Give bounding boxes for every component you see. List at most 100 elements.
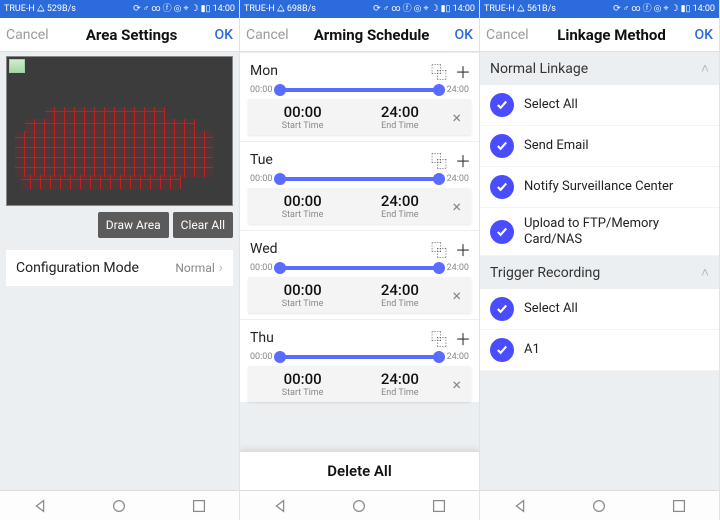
wifi-icon: ⧋: [277, 5, 285, 14]
configuration-mode-row[interactable]: Configuration Mode Normal ›: [6, 250, 233, 286]
start-time[interactable]: 00:00Start Time: [254, 103, 351, 131]
linkage-item[interactable]: Select All: [480, 289, 719, 330]
battery-icon: ▮▯: [441, 5, 451, 14]
nav-recent-button[interactable]: [670, 497, 688, 515]
time-slider[interactable]: 00:00 24:00: [240, 263, 479, 273]
linkage-item[interactable]: Upload to FTP/Memory Card/NAS: [480, 208, 719, 256]
linkage-item[interactable]: Send Email: [480, 126, 719, 167]
battery-icon: ▮▯: [201, 5, 211, 14]
nav-recent-button[interactable]: [190, 497, 208, 515]
copy-icon[interactable]: ⿻: [431, 237, 447, 261]
ok-button[interactable]: OK: [215, 27, 234, 43]
moon-icon: ☽: [431, 5, 439, 14]
copy-icon[interactable]: ⿻: [431, 326, 447, 350]
data-rate: 529B/s: [47, 4, 76, 14]
moon-icon: ☽: [191, 5, 199, 14]
checkbox-checked-icon[interactable]: [490, 175, 514, 199]
android-nav-bar: [240, 490, 479, 520]
section-header[interactable]: Normal Linkage ˄: [480, 52, 719, 85]
data-rate: 561B/s: [527, 4, 556, 14]
start-time[interactable]: 00:00Start Time: [254, 281, 351, 309]
remove-range-button[interactable]: ×: [448, 286, 465, 305]
add-icon[interactable]: ＋: [455, 59, 471, 83]
time-range-card: 00:00Start Time 24:00End Time ×: [248, 277, 471, 313]
end-time[interactable]: 24:00End Time: [351, 192, 448, 220]
remove-range-button[interactable]: ×: [448, 108, 465, 127]
time-slider[interactable]: 00:00 24:00: [240, 352, 479, 362]
add-icon[interactable]: ＋: [455, 148, 471, 172]
linkage-item[interactable]: Select All: [480, 85, 719, 126]
linkage-item[interactable]: Notify Surveillance Center: [480, 167, 719, 208]
nav-home-button[interactable]: [590, 497, 608, 515]
clear-all-button[interactable]: Clear All: [173, 212, 233, 238]
nav-home-button[interactable]: [110, 497, 128, 515]
remove-range-button[interactable]: ×: [448, 197, 465, 216]
carrier-label: TRUE-H: [244, 4, 275, 14]
cancel-button[interactable]: Cancel: [246, 27, 289, 43]
checkbox-checked-icon[interactable]: [490, 220, 514, 244]
nav-back-button[interactable]: [511, 497, 529, 515]
android-nav-bar: [0, 490, 239, 520]
carrier-label: TRUE-H: [4, 4, 35, 14]
day-header: Tue ⿻ ＋: [240, 141, 479, 174]
chevron-up-icon: ˄: [701, 60, 709, 77]
bluetooth-icon: ⌖: [184, 5, 189, 14]
linkage-label: Upload to FTP/Memory Card/NAS: [524, 216, 709, 247]
day-name: Mon: [250, 63, 278, 79]
wifi-icon: ⧋: [37, 5, 45, 14]
motion-region-grid[interactable]: [15, 107, 215, 189]
draw-area-button[interactable]: Draw Area: [98, 212, 169, 238]
day-name: Tue: [250, 152, 273, 168]
add-icon[interactable]: ＋: [455, 326, 471, 350]
add-icon[interactable]: ＋: [455, 237, 471, 261]
gender-icon: ♂: [383, 5, 390, 14]
sync-icon: ⟳: [133, 5, 141, 14]
nav-recent-button[interactable]: [430, 497, 448, 515]
linkage-label: A1: [524, 342, 540, 358]
sync-icon: ⟳: [613, 5, 621, 14]
start-time[interactable]: 00:00Start Time: [254, 370, 351, 398]
config-mode-label: Configuration Mode: [16, 260, 139, 276]
ok-button[interactable]: OK: [455, 27, 474, 43]
wifi-icon: ⧋: [517, 5, 525, 14]
chevron-right-icon: ›: [219, 260, 223, 276]
section-title: Normal Linkage: [490, 61, 588, 77]
vibrate-icon: ◎: [174, 5, 182, 14]
linkage-item[interactable]: A1: [480, 330, 719, 371]
checkbox-checked-icon[interactable]: [490, 297, 514, 321]
config-mode-value: Normal: [175, 261, 214, 275]
delete-all-button[interactable]: Delete All: [240, 451, 479, 490]
checkbox-checked-icon[interactable]: [490, 93, 514, 117]
start-time[interactable]: 00:00Start Time: [254, 192, 351, 220]
android-nav-bar: [480, 490, 719, 520]
checkbox-checked-icon[interactable]: [490, 134, 514, 158]
end-time[interactable]: 24:00End Time: [351, 103, 448, 131]
time-slider[interactable]: 00:00 24:00: [240, 85, 479, 95]
nav-home-button[interactable]: [350, 497, 368, 515]
cancel-button[interactable]: Cancel: [6, 27, 49, 43]
page-title: Area Settings: [86, 26, 177, 44]
end-time[interactable]: 24:00End Time: [351, 370, 448, 398]
remove-range-button[interactable]: ×: [448, 375, 465, 394]
time-slider[interactable]: 00:00 24:00: [240, 174, 479, 184]
nav-back-button[interactable]: [31, 497, 49, 515]
cancel-button[interactable]: Cancel: [486, 27, 529, 43]
slider-start-label: 00:00: [250, 85, 272, 95]
copy-icon[interactable]: ⿻: [431, 148, 447, 172]
section-header[interactable]: Trigger Recording ˄: [480, 256, 719, 289]
time-range-card: 00:00Start Time 24:00End Time ×: [248, 366, 471, 402]
nav-back-button[interactable]: [271, 497, 289, 515]
video-preview[interactable]: [6, 56, 233, 206]
clock-label: 14:00: [693, 4, 715, 14]
time-range-card: 00:00Start Time 24:00End Time ×: [248, 99, 471, 135]
checkbox-checked-icon[interactable]: [490, 338, 514, 362]
copy-icon[interactable]: ⿻: [431, 59, 447, 83]
end-time[interactable]: 24:00End Time: [351, 281, 448, 309]
broken-image-icon: [9, 59, 25, 73]
gender-icon: ♂: [623, 5, 630, 14]
ok-button[interactable]: OK: [695, 27, 714, 43]
header: Cancel Arming Schedule OK: [240, 18, 479, 52]
clock-label: 14:00: [453, 4, 475, 14]
facebook-icon: ⓕ: [163, 5, 172, 14]
vibrate-icon: ◎: [654, 5, 662, 14]
